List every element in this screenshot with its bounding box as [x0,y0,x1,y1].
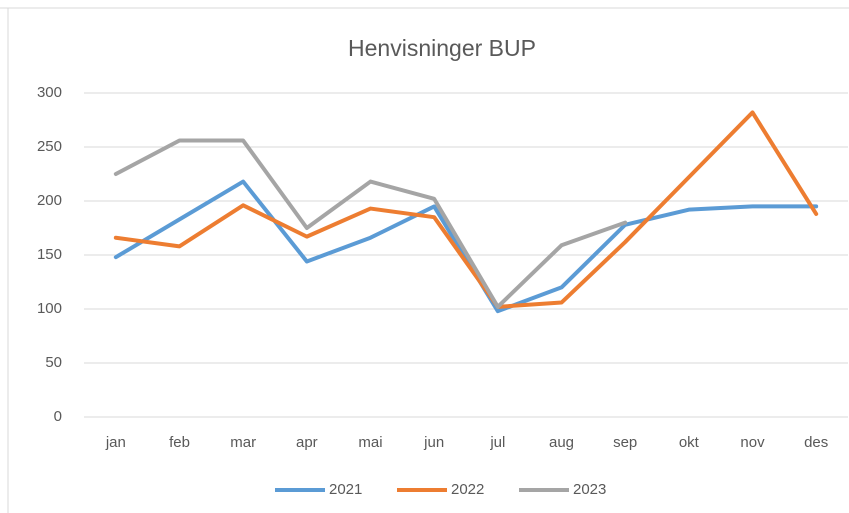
x-tick-label: aug [549,434,574,451]
x-tick-label: jan [105,434,126,451]
y-tick-label: 150 [37,246,62,263]
x-tick-label: okt [679,434,700,451]
series-line [113,138,628,309]
y-tick-label: 0 [54,408,62,425]
legend-label: 2021 [329,481,362,498]
y-tick-label: 100 [37,300,62,317]
chart-title: Henvisninger BUP [348,35,536,61]
x-tick-label: des [804,434,828,451]
x-tick-label: jun [423,434,444,451]
series-line [113,110,819,309]
y-tick-label: 200 [37,192,62,209]
x-tick-label: jul [489,434,505,451]
x-tick-label: feb [169,434,190,451]
x-tick-label: sep [613,434,637,451]
legend-label: 2023 [573,481,606,498]
x-tick-label: mar [230,434,256,451]
x-tick-label: mai [358,434,382,451]
y-tick-label: 50 [45,354,62,371]
legend-label: 2022 [451,481,484,498]
x-tick-label: nov [740,434,765,451]
y-tick-label: 300 [37,84,62,101]
x-tick-label: apr [296,434,318,451]
y-tick-label: 250 [37,138,62,155]
